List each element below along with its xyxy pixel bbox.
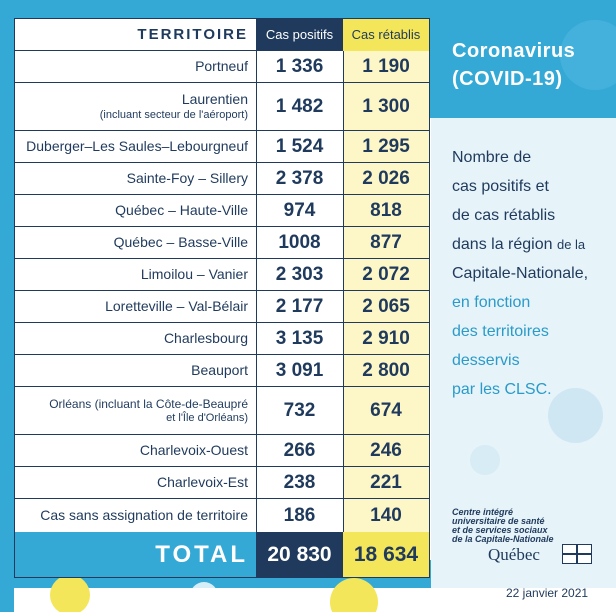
cas-retablis-value: 221: [370, 471, 402, 493]
cas-positifs-value: 1 524: [275, 135, 324, 157]
cas-positifs-value: 2 303: [275, 263, 324, 285]
table-row: Charlevoix-Ouest 266 246: [15, 435, 429, 467]
cas-positifs-value: 238: [283, 471, 316, 493]
territory-name: Charlevoix-Est: [156, 474, 248, 490]
publication-date: 22 janvier 2021: [506, 586, 589, 600]
cas-positifs-value: 1 482: [275, 95, 324, 117]
cas-retablis-value: 2 910: [362, 327, 410, 349]
cas-retablis-value: 2 026: [362, 167, 410, 189]
cas-positifs-value: 2 378: [275, 167, 324, 189]
cas-retablis-value: 1 300: [362, 95, 410, 117]
table-row: Québec – Haute-Ville 974 818: [15, 195, 429, 227]
table-row: Québec – Basse-Ville 1008 877: [15, 227, 429, 259]
table-row: Orléans (incluant la Côte-de-Beaupré et …: [15, 387, 429, 435]
cas-positifs-value: 2 177: [275, 295, 324, 317]
territory-name: Loretteville – Val-Bélair: [105, 298, 248, 314]
panel-title: Coronavirus: [452, 40, 576, 62]
territory-name: Québec – Basse-Ville: [113, 234, 248, 250]
table-row: Loretteville – Val-Bélair 2 177 2 065: [15, 291, 429, 323]
cas-positifs-value: 186: [283, 504, 316, 526]
territory-subtitle: (incluant secteur de l'aéroport): [99, 109, 248, 121]
cas-positifs-value: 1008: [278, 231, 321, 253]
territory-name: Orléans (incluant la Côte-de-Beaupré: [49, 396, 248, 411]
virus-decoration-icon: [190, 582, 218, 610]
territory-name: Québec – Haute-Ville: [115, 202, 248, 218]
cas-positifs-value: 1 336: [275, 55, 324, 77]
cas-positifs-value: 732: [283, 399, 316, 421]
territory-name: Charlesbourg: [163, 330, 248, 346]
cas-retablis-value: 246: [370, 439, 402, 461]
virus-decoration-icon: [548, 388, 603, 443]
quebec-flag-icon: [562, 544, 592, 564]
quebec-logo-wordmark: Québec: [488, 545, 540, 564]
header-cas-retablis: Cas rétablis: [343, 19, 429, 51]
total-row: TOTAL 20 830 18 634: [15, 532, 429, 577]
panel-description: Nombre de cas positifs et de cas rétabli…: [452, 149, 589, 398]
virus-decoration-icon: [470, 445, 500, 475]
cas-positifs-value: 974: [283, 199, 316, 221]
cas-retablis-value: 140: [370, 504, 402, 526]
cas-retablis-value: 818: [370, 199, 402, 221]
table-row: Charlevoix-Est 238 221: [15, 467, 429, 499]
cas-positifs-value: 3 091: [275, 359, 324, 381]
cas-positifs-value: 266: [283, 439, 316, 461]
table-row: Beauport 3 091 2 800: [15, 355, 429, 387]
info-panel-background: [431, 118, 616, 588]
table-row: Limoilou – Vanier 2 303 2 072: [15, 259, 429, 291]
cas-positifs-value: 3 135: [275, 327, 324, 349]
territory-name: Charlevoix-Ouest: [139, 442, 248, 458]
total-label: TOTAL: [15, 532, 256, 577]
table-row: Sainte-Foy – Sillery 2 378 2 026: [15, 163, 429, 195]
ciusss-logo-text: Centre intégré universitaire de santé et…: [452, 507, 554, 544]
cas-retablis-value: 2 800: [362, 359, 410, 381]
virus-decoration-icon: [560, 20, 616, 90]
left-band: [0, 0, 14, 612]
table-row: Cas sans assignation de territoire 186 1…: [15, 499, 429, 532]
territory-name: Limoilou – Vanier: [140, 266, 248, 282]
cas-retablis-value: 674: [370, 399, 402, 421]
header-territoire: TERRITOIRE: [15, 19, 256, 51]
table-row: Portneuf 1 336 1 190: [15, 51, 429, 83]
table-row: Charlesbourg 3 135 2 910: [15, 323, 429, 355]
total-cas-positifs: 20 830: [256, 532, 343, 577]
territory-name: Laurentien: [181, 91, 248, 107]
panel-subtitle: (COVID-19): [452, 68, 563, 90]
cas-retablis-value: 2 065: [362, 295, 410, 317]
virus-decoration-icon: [330, 578, 378, 612]
virus-decoration-icon: [50, 575, 90, 612]
territory-name: Cas sans assignation de territoire: [40, 507, 248, 523]
territory-name: Beauport: [191, 362, 248, 378]
cas-retablis-value: 2 072: [362, 263, 410, 285]
territory-name: Sainte-Foy – Sillery: [126, 170, 248, 186]
table-row: Laurentien (incluant secteur de l'aéropo…: [15, 83, 429, 131]
covid-table: TERRITOIRE Cas positifs Cas rétablis Por…: [14, 18, 430, 578]
table-row: Duberger–Les Saules–Lebourgneuf 1 524 1 …: [15, 131, 429, 163]
cas-retablis-value: 1 295: [362, 135, 410, 157]
cas-retablis-value: 1 190: [362, 55, 410, 77]
territory-name: Duberger–Les Saules–Lebourgneuf: [26, 138, 248, 154]
header-cas-positifs: Cas positifs: [256, 19, 343, 51]
territory-name: Portneuf: [195, 58, 248, 74]
total-cas-retablis: 18 634: [343, 532, 429, 577]
territory-subtitle: et l'Île d'Orléans): [166, 411, 248, 424]
cas-retablis-value: 877: [370, 231, 402, 253]
